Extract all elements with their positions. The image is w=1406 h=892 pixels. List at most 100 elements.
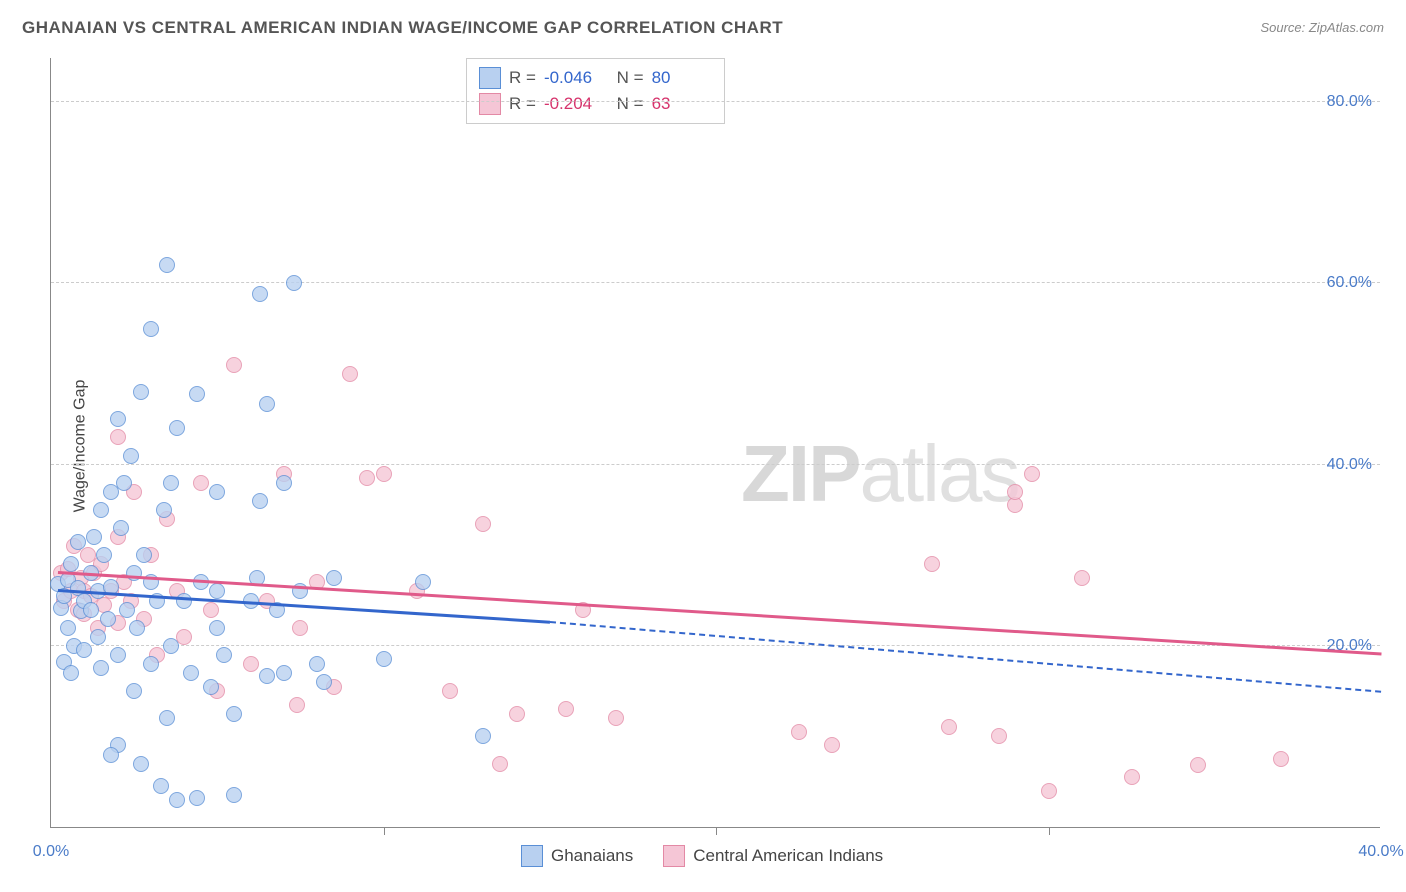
data-point xyxy=(226,357,242,373)
data-point xyxy=(70,534,86,550)
data-point xyxy=(1007,484,1023,500)
data-point xyxy=(415,574,431,590)
r-value-ghanaians: -0.046 xyxy=(544,68,604,88)
data-point xyxy=(475,516,491,532)
data-point xyxy=(359,470,375,486)
data-point xyxy=(136,547,152,563)
legend-item-ghanaians: Ghanaians xyxy=(521,845,633,867)
data-point xyxy=(259,668,275,684)
data-point xyxy=(475,728,491,744)
data-point xyxy=(159,257,175,273)
data-point xyxy=(163,475,179,491)
data-point xyxy=(442,683,458,699)
r-label: R = xyxy=(509,94,536,114)
data-point xyxy=(133,756,149,772)
data-point xyxy=(309,656,325,672)
data-point xyxy=(63,556,79,572)
data-point xyxy=(193,475,209,491)
data-point xyxy=(326,570,342,586)
data-point xyxy=(129,620,145,636)
data-point xyxy=(342,366,358,382)
data-point xyxy=(216,647,232,663)
data-point xyxy=(123,448,139,464)
data-point xyxy=(824,737,840,753)
legend-item-central-american-indians: Central American Indians xyxy=(663,845,883,867)
data-point xyxy=(110,411,126,427)
data-point xyxy=(100,611,116,627)
data-point xyxy=(93,502,109,518)
data-point xyxy=(226,706,242,722)
scatter-chart: ZIPatlas R = -0.046 N = 80 R = -0.204 N … xyxy=(50,58,1380,828)
data-point xyxy=(133,384,149,400)
gridline xyxy=(51,282,1380,283)
data-point xyxy=(924,556,940,572)
data-point xyxy=(1124,769,1140,785)
data-point xyxy=(169,792,185,808)
data-point xyxy=(991,728,1007,744)
data-point xyxy=(1024,466,1040,482)
data-point xyxy=(176,629,192,645)
data-point xyxy=(90,629,106,645)
data-point xyxy=(259,396,275,412)
data-point xyxy=(116,475,132,491)
data-point xyxy=(608,710,624,726)
data-point xyxy=(209,484,225,500)
x-tick xyxy=(1049,827,1050,835)
data-point xyxy=(1190,757,1206,773)
data-point xyxy=(110,429,126,445)
series-legend: Ghanaians Central American Indians xyxy=(521,845,883,867)
source-name: ZipAtlas.com xyxy=(1309,20,1384,35)
legend-label-central-american-indians: Central American Indians xyxy=(693,846,883,866)
data-point xyxy=(156,502,172,518)
watermark-zip: ZIP xyxy=(741,429,859,518)
data-point xyxy=(252,286,268,302)
source-prefix: Source: xyxy=(1260,20,1308,35)
gridline xyxy=(51,645,1380,646)
swatch-central-american-indians xyxy=(479,93,501,115)
data-point xyxy=(276,665,292,681)
data-point xyxy=(93,660,109,676)
data-point xyxy=(96,547,112,563)
swatch-ghanaians xyxy=(479,67,501,89)
data-point xyxy=(126,683,142,699)
chart-title: GHANAIAN VS CENTRAL AMERICAN INDIAN WAGE… xyxy=(22,18,783,37)
n-value-ghanaians: 80 xyxy=(652,68,712,88)
data-point xyxy=(376,466,392,482)
data-point xyxy=(289,697,305,713)
legend-row-ghanaians: R = -0.046 N = 80 xyxy=(479,65,712,91)
trend-line xyxy=(58,571,1381,655)
data-point xyxy=(86,529,102,545)
y-tick-label: 40.0% xyxy=(1319,456,1372,474)
data-point xyxy=(209,583,225,599)
y-tick-label: 80.0% xyxy=(1319,93,1372,111)
data-point xyxy=(189,790,205,806)
data-point xyxy=(189,386,205,402)
data-point xyxy=(176,593,192,609)
data-point xyxy=(203,679,219,695)
correlation-legend: R = -0.046 N = 80 R = -0.204 N = 63 xyxy=(466,58,725,124)
legend-label-ghanaians: Ghanaians xyxy=(551,846,633,866)
n-value-central-american-indians: 63 xyxy=(652,94,712,114)
data-point xyxy=(376,651,392,667)
data-point xyxy=(492,756,508,772)
x-tick-label: 40.0% xyxy=(1358,843,1403,861)
data-point xyxy=(226,787,242,803)
n-label: N = xyxy=(612,68,644,88)
data-point xyxy=(153,778,169,794)
data-point xyxy=(163,638,179,654)
data-point xyxy=(119,602,135,618)
trend-line-extrapolated xyxy=(550,621,1381,693)
data-point xyxy=(203,602,219,618)
data-point xyxy=(76,642,92,658)
data-point xyxy=(159,710,175,726)
data-point xyxy=(243,656,259,672)
r-value-central-american-indians: -0.204 xyxy=(544,94,604,114)
data-point xyxy=(252,493,268,509)
data-point xyxy=(941,719,957,735)
data-point xyxy=(1273,751,1289,767)
n-label: N = xyxy=(612,94,644,114)
data-point xyxy=(83,602,99,618)
data-point xyxy=(143,656,159,672)
watermark-atlas: atlas xyxy=(859,429,1018,518)
swatch-central-american-indians xyxy=(663,845,685,867)
